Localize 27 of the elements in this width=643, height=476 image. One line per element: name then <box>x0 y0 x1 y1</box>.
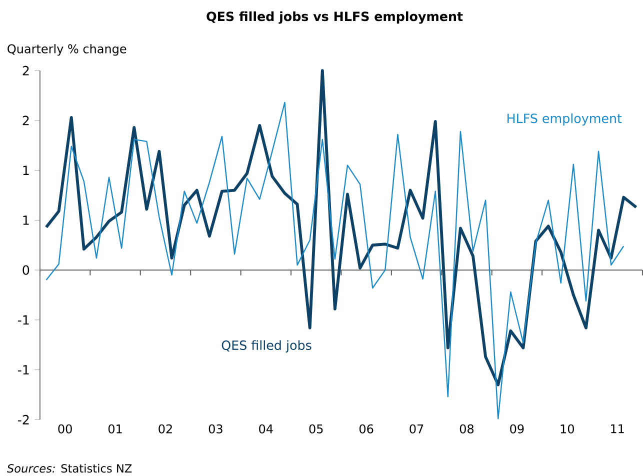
x-tick-label: 00 <box>58 424 72 434</box>
y-tick-label: 1 <box>23 216 29 226</box>
text: HLFS employment <box>508 114 622 126</box>
x-tick-label: 10 <box>560 424 574 434</box>
line-series <box>46 102 624 420</box>
y-tick-label: 2 <box>22 116 29 126</box>
y-tick-label: -2 <box>18 415 29 425</box>
y-tick-label: -1 <box>18 316 29 325</box>
x-tick-label: 04 <box>259 424 273 434</box>
series-label: QES filled jobs <box>222 340 312 353</box>
x-tick-label: 09 <box>510 424 524 434</box>
x-tick-label: 08 <box>460 424 474 434</box>
text: Sources: Statistics NZ <box>7 464 132 473</box>
x-tick-label: 11 <box>611 424 624 434</box>
line-series <box>44 69 638 386</box>
x-tick-label: 01 <box>108 424 122 434</box>
x-tick-label: 06 <box>359 424 374 434</box>
y-tick-label: 1 <box>23 166 29 176</box>
x-tick-label: 05 <box>309 424 323 434</box>
y-axis-title: Quarterly % change <box>8 44 126 56</box>
x-tick-label: 07 <box>410 424 424 434</box>
y-tick-label: -1 <box>18 365 29 375</box>
chart-title: QES filled jobs vs HLFS employment <box>206 12 463 24</box>
x-tick-label: 03 <box>208 424 222 434</box>
y-tick-label: 2 <box>22 66 29 76</box>
x-tick-label: 02 <box>158 424 172 434</box>
y-tick-label: 0 <box>22 265 30 276</box>
